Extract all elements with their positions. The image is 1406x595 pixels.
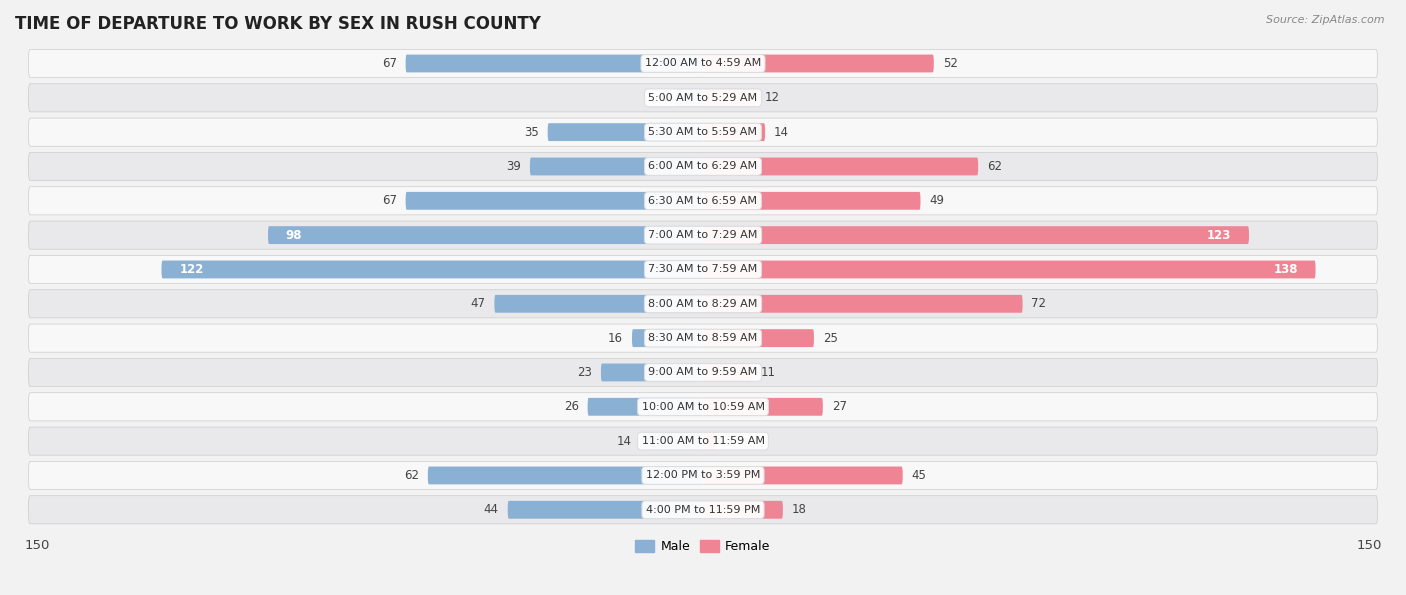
FancyBboxPatch shape <box>676 89 703 107</box>
Text: 52: 52 <box>942 57 957 70</box>
FancyBboxPatch shape <box>508 501 703 519</box>
FancyBboxPatch shape <box>427 466 703 484</box>
FancyBboxPatch shape <box>28 152 1378 180</box>
Text: 3: 3 <box>725 434 733 447</box>
FancyBboxPatch shape <box>28 358 1378 387</box>
FancyBboxPatch shape <box>28 84 1378 112</box>
FancyBboxPatch shape <box>703 55 934 73</box>
FancyBboxPatch shape <box>405 55 703 73</box>
Text: 39: 39 <box>506 160 522 173</box>
Text: 27: 27 <box>832 400 846 414</box>
Text: 14: 14 <box>617 434 631 447</box>
FancyBboxPatch shape <box>530 158 703 176</box>
FancyBboxPatch shape <box>28 255 1378 284</box>
Text: 123: 123 <box>1206 228 1232 242</box>
FancyBboxPatch shape <box>703 261 1316 278</box>
FancyBboxPatch shape <box>703 501 783 519</box>
FancyBboxPatch shape <box>28 187 1378 215</box>
Text: 5:00 AM to 5:29 AM: 5:00 AM to 5:29 AM <box>648 93 758 103</box>
Text: 72: 72 <box>1032 298 1046 311</box>
FancyBboxPatch shape <box>703 158 979 176</box>
FancyBboxPatch shape <box>703 398 823 416</box>
Text: 45: 45 <box>911 469 927 482</box>
FancyBboxPatch shape <box>703 432 716 450</box>
FancyBboxPatch shape <box>28 290 1378 318</box>
Text: 8:30 AM to 8:59 AM: 8:30 AM to 8:59 AM <box>648 333 758 343</box>
Text: 5:30 AM to 5:59 AM: 5:30 AM to 5:59 AM <box>648 127 758 137</box>
FancyBboxPatch shape <box>28 324 1378 352</box>
FancyBboxPatch shape <box>28 427 1378 455</box>
Text: 4:00 PM to 11:59 PM: 4:00 PM to 11:59 PM <box>645 505 761 515</box>
FancyBboxPatch shape <box>703 192 921 209</box>
Legend: Male, Female: Male, Female <box>630 536 776 558</box>
Text: 7:30 AM to 7:59 AM: 7:30 AM to 7:59 AM <box>648 264 758 274</box>
FancyBboxPatch shape <box>631 329 703 347</box>
FancyBboxPatch shape <box>28 221 1378 249</box>
Text: Source: ZipAtlas.com: Source: ZipAtlas.com <box>1267 15 1385 25</box>
FancyBboxPatch shape <box>28 496 1378 524</box>
FancyBboxPatch shape <box>641 432 703 450</box>
FancyBboxPatch shape <box>495 295 703 313</box>
Text: 18: 18 <box>792 503 807 516</box>
FancyBboxPatch shape <box>162 261 703 278</box>
Text: 67: 67 <box>382 195 396 207</box>
Text: 6:30 AM to 6:59 AM: 6:30 AM to 6:59 AM <box>648 196 758 206</box>
FancyBboxPatch shape <box>703 123 765 141</box>
Text: 44: 44 <box>484 503 499 516</box>
Text: 138: 138 <box>1274 263 1298 276</box>
Text: 47: 47 <box>471 298 485 311</box>
FancyBboxPatch shape <box>703 295 1022 313</box>
FancyBboxPatch shape <box>548 123 703 141</box>
FancyBboxPatch shape <box>703 89 756 107</box>
FancyBboxPatch shape <box>405 192 703 209</box>
Text: 6:00 AM to 6:29 AM: 6:00 AM to 6:29 AM <box>648 161 758 171</box>
FancyBboxPatch shape <box>600 364 703 381</box>
FancyBboxPatch shape <box>28 118 1378 146</box>
FancyBboxPatch shape <box>28 393 1378 421</box>
Text: 23: 23 <box>576 366 592 379</box>
Text: 8:00 AM to 8:29 AM: 8:00 AM to 8:29 AM <box>648 299 758 309</box>
Text: 26: 26 <box>564 400 579 414</box>
FancyBboxPatch shape <box>703 364 752 381</box>
Text: 6: 6 <box>659 91 668 104</box>
Text: 7:00 AM to 7:29 AM: 7:00 AM to 7:29 AM <box>648 230 758 240</box>
Text: 62: 62 <box>404 469 419 482</box>
Text: 12: 12 <box>765 91 780 104</box>
Text: 122: 122 <box>179 263 204 276</box>
Text: 12:00 PM to 3:59 PM: 12:00 PM to 3:59 PM <box>645 471 761 480</box>
FancyBboxPatch shape <box>28 49 1378 77</box>
Text: TIME OF DEPARTURE TO WORK BY SEX IN RUSH COUNTY: TIME OF DEPARTURE TO WORK BY SEX IN RUSH… <box>15 15 541 33</box>
Text: 12:00 AM to 4:59 AM: 12:00 AM to 4:59 AM <box>645 58 761 68</box>
Text: 11:00 AM to 11:59 AM: 11:00 AM to 11:59 AM <box>641 436 765 446</box>
FancyBboxPatch shape <box>28 461 1378 490</box>
Text: 14: 14 <box>775 126 789 139</box>
Text: 25: 25 <box>823 331 838 345</box>
Text: 49: 49 <box>929 195 945 207</box>
Text: 16: 16 <box>609 331 623 345</box>
Text: 9:00 AM to 9:59 AM: 9:00 AM to 9:59 AM <box>648 368 758 377</box>
Text: 67: 67 <box>382 57 396 70</box>
FancyBboxPatch shape <box>703 226 1249 244</box>
FancyBboxPatch shape <box>703 329 814 347</box>
Text: 98: 98 <box>285 228 302 242</box>
Text: 62: 62 <box>987 160 1002 173</box>
FancyBboxPatch shape <box>269 226 703 244</box>
FancyBboxPatch shape <box>703 466 903 484</box>
Text: 11: 11 <box>761 366 776 379</box>
Text: 35: 35 <box>524 126 538 139</box>
Text: 10:00 AM to 10:59 AM: 10:00 AM to 10:59 AM <box>641 402 765 412</box>
FancyBboxPatch shape <box>588 398 703 416</box>
